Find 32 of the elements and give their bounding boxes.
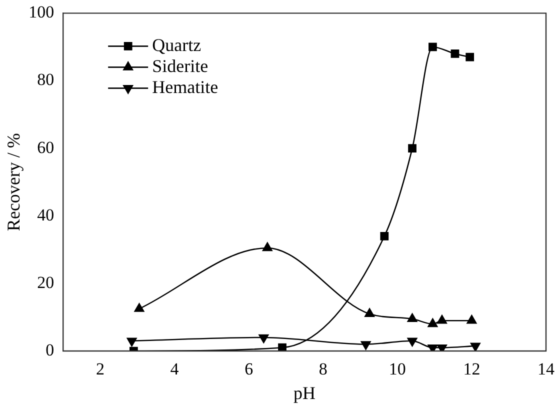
x-tick-label: 12: [463, 360, 480, 379]
x-tick-label: 6: [244, 360, 254, 379]
legend-label: Hematite: [152, 76, 218, 97]
y-tick-label: 40: [37, 205, 54, 224]
y-tick-label: 20: [37, 272, 54, 292]
y-tick-label: 100: [28, 2, 54, 22]
point: [450, 50, 460, 58]
point: [428, 318, 438, 328]
x-axis-title: pH: [294, 382, 316, 403]
point: [407, 313, 418, 322]
point: [428, 42, 437, 52]
y-tick-label: 80: [37, 70, 54, 90]
point: [408, 144, 416, 153]
point: [466, 314, 477, 324]
point: [466, 52, 474, 62]
y-tick-label: 60: [37, 138, 54, 157]
legend-label: Quartz: [152, 34, 202, 55]
point: [134, 303, 144, 312]
point: [278, 343, 286, 351]
y-axis-title: Recovery / %: [4, 133, 24, 232]
legend-label: Siderite: [152, 56, 208, 76]
x-tick-label: 10: [388, 360, 406, 379]
point: [262, 242, 272, 252]
x-tick-label: 2: [96, 360, 104, 379]
point: [364, 308, 375, 317]
point: [437, 344, 447, 351]
x-tick-label: 14: [538, 360, 555, 379]
x-tick-label: 8: [318, 360, 328, 379]
y-tick-label: 0: [46, 340, 54, 360]
point: [380, 232, 389, 240]
x-tick-label: 4: [170, 360, 180, 379]
point: [437, 314, 447, 324]
